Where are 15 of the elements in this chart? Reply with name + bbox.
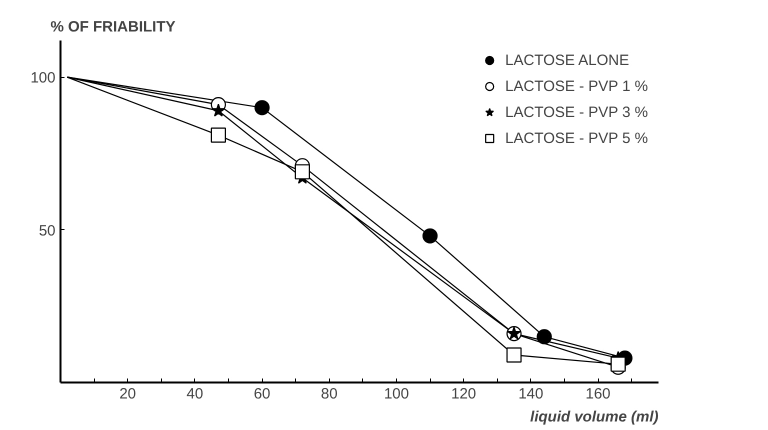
legend-label: LACTOSE - PVP 3 % (505, 104, 648, 120)
legend-label: LACTOSE - PVP 1 % (505, 78, 648, 94)
x-tick-label: 140 (518, 386, 544, 402)
y-axis-title: % OF FRIABILITY (50, 18, 176, 36)
x-tick-label: 60 (254, 386, 270, 402)
x-tick-label: 160 (586, 386, 611, 402)
y-tick-label: 50 (38, 222, 56, 240)
x-tick-label: 80 (320, 386, 338, 402)
legend-label: LACTOSE ALONE (505, 52, 630, 68)
x-tick-label: 40 (186, 386, 204, 402)
x-axis-title: liquid volume (ml) (530, 408, 659, 426)
x-tick-label: 20 (119, 386, 136, 402)
x-tick-label: 100 (384, 386, 409, 402)
legend-label: LACTOSE - PVP 5 % (505, 130, 648, 146)
x-tick-label: 120 (451, 386, 476, 402)
